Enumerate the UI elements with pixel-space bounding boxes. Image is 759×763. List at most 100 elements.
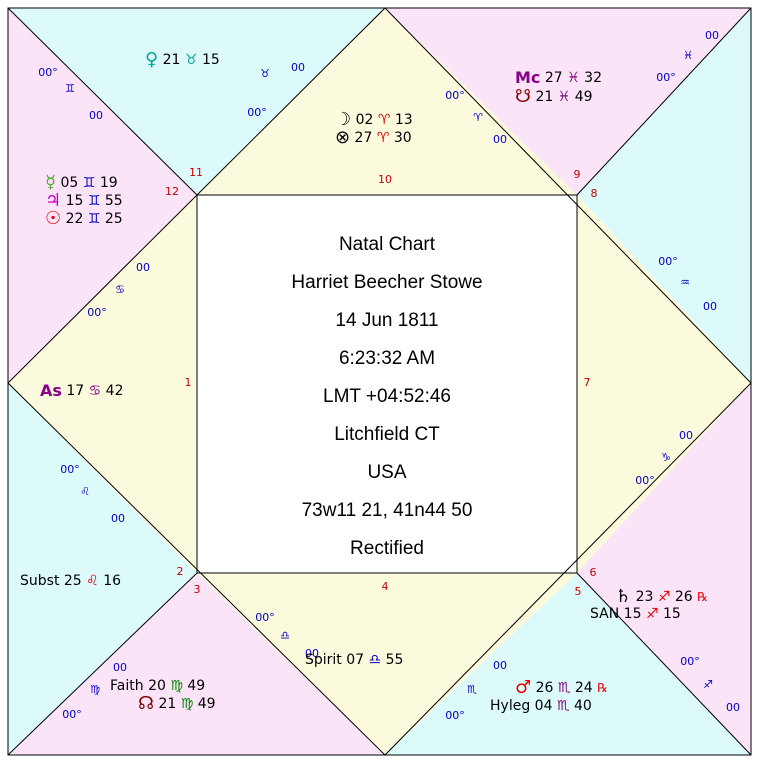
point-sign: ♌ [86,573,99,589]
cusp-degree: 00° [255,611,275,624]
point-sign: ♍ [181,696,194,712]
cusp-minute: 00 [305,647,319,660]
point-row: ♄ 23 ♐ 26 ℞ [615,586,708,607]
point-degree: 22 [66,211,84,227]
point-degree: 02 [356,112,374,128]
point-minute: 42 [106,383,124,399]
point-sign: ♓ [558,89,571,105]
point-degree: 23 [636,589,654,605]
point-degree: 21 [535,89,553,105]
cusp-minute: 00 [726,701,740,714]
cusp-degree: 00° [445,89,465,102]
point-minute: 49 [198,696,216,712]
center-line: Litchfield CT [334,424,440,445]
center-line: Rectified [350,538,424,559]
cusp-minute: 00 [291,61,305,74]
point-minute: 49 [575,89,593,105]
labels: Natal Chart Harriet Beecher Stowe 14 Jun 1… [20,29,740,722]
point-glyph: Subst [20,573,60,589]
point-minute: 40 [574,698,592,714]
point-sign: ♏ [557,698,570,714]
point-degree: 27 [545,70,563,86]
point-degree: 21 [163,52,181,68]
point-row: SAN 15 ♐ 15 [590,606,681,622]
point-minute: 24 [575,680,593,696]
cusp-sign: ♎ [280,629,290,642]
cusp-degree: 00° [658,255,678,268]
center-line: Harriet Beecher Stowe [291,272,482,293]
house-number: 4 [382,580,389,593]
point-sign: ♊ [88,193,101,209]
cusp-minute: 00 [136,261,150,274]
center-line: 6:23:32 AM [339,348,435,369]
point-glyph: Spirit [305,652,342,668]
point-row: ☊ 21 ♍ 49 [138,693,216,714]
house-number: 1 [185,376,192,389]
point-minute: 26 [675,589,693,605]
point-minute: 16 [103,573,121,589]
chart-background [8,8,751,755]
cusp-degree: 00° [680,655,700,668]
point-row: Spirit 07 ♎ 55 [305,652,403,668]
cusp-degree: 00° [656,71,676,84]
chart-lines [7,7,752,756]
house-number: 5 [575,585,582,598]
point-sign: ♎ [369,652,382,668]
house-number: 7 [584,376,591,389]
cusp-sign: ♓ [683,49,693,62]
point-glyph: ♄ [615,586,631,607]
point-degree: 15 [624,606,642,622]
cusp-sign: ♈ [473,111,483,124]
point-row: Hyleg 04 ♏ 40 [490,698,592,714]
point-minute: 19 [100,175,118,191]
house-number: 12 [165,185,179,198]
cusp-minute: 00 [493,659,507,672]
center-line: LMT +04:52:46 [323,386,451,407]
point-glyph: Hyleg [490,698,530,714]
house-number: 9 [574,168,581,181]
cusp-degree: 00° [635,474,655,487]
point-glyph: Mc [515,68,540,87]
point-glyph: ⊗ [335,127,350,148]
house-number: 3 [194,583,201,596]
point-sign: ♉ [185,52,198,68]
center-line: Natal Chart [339,234,436,255]
point-sign: ♓ [567,70,580,86]
point-row: Subst 25 ♌ 16 [20,573,121,589]
point-degree: 07 [346,652,364,668]
cusp-degree: 00° [62,708,82,721]
point-glyph: ☋ [515,86,531,107]
retrograde: ℞ [597,681,608,695]
point-degree: 21 [158,696,176,712]
point-glyph: As [40,381,62,400]
point-sign: ♈ [377,130,390,146]
center-line: 73w11 21, 41n44 50 [302,500,473,521]
point-sign: ♊ [83,175,96,191]
cusp-minute: 00 [705,29,719,42]
point-glyph: ☉ [45,208,61,229]
center-line: USA [367,462,406,483]
center-line: 14 Jun 1811 [335,310,438,331]
house-number: 8 [591,187,598,200]
point-sign: ♍ [170,678,183,694]
cusp-degree: 00° [87,306,107,319]
point-row: ♂ 26 ♏ 24 ℞ [515,677,608,698]
point-minute: 55 [105,193,123,209]
point-glyph: SAN [590,606,619,622]
house-number: 6 [590,566,597,579]
point-row: As 17 ♋ 42 [40,381,123,400]
point-glyph: ☿ [45,172,56,193]
point-sign: ♐ [646,606,659,622]
cusp-sign: ♍ [90,683,100,696]
retrograde: ℞ [697,590,708,604]
point-glyph: ☊ [138,693,154,714]
point-minute: 13 [395,112,413,128]
cusp-sign: ♉ [260,67,270,80]
cusp-degree: 00° [247,106,267,119]
cusp-sign: ♒ [680,276,690,289]
cusp-sign: ♑ [661,451,671,464]
cusp-minute: 00 [703,300,717,313]
point-sign: ♐ [658,589,671,605]
point-row: ⊗ 27 ♈ 30 [335,127,412,148]
